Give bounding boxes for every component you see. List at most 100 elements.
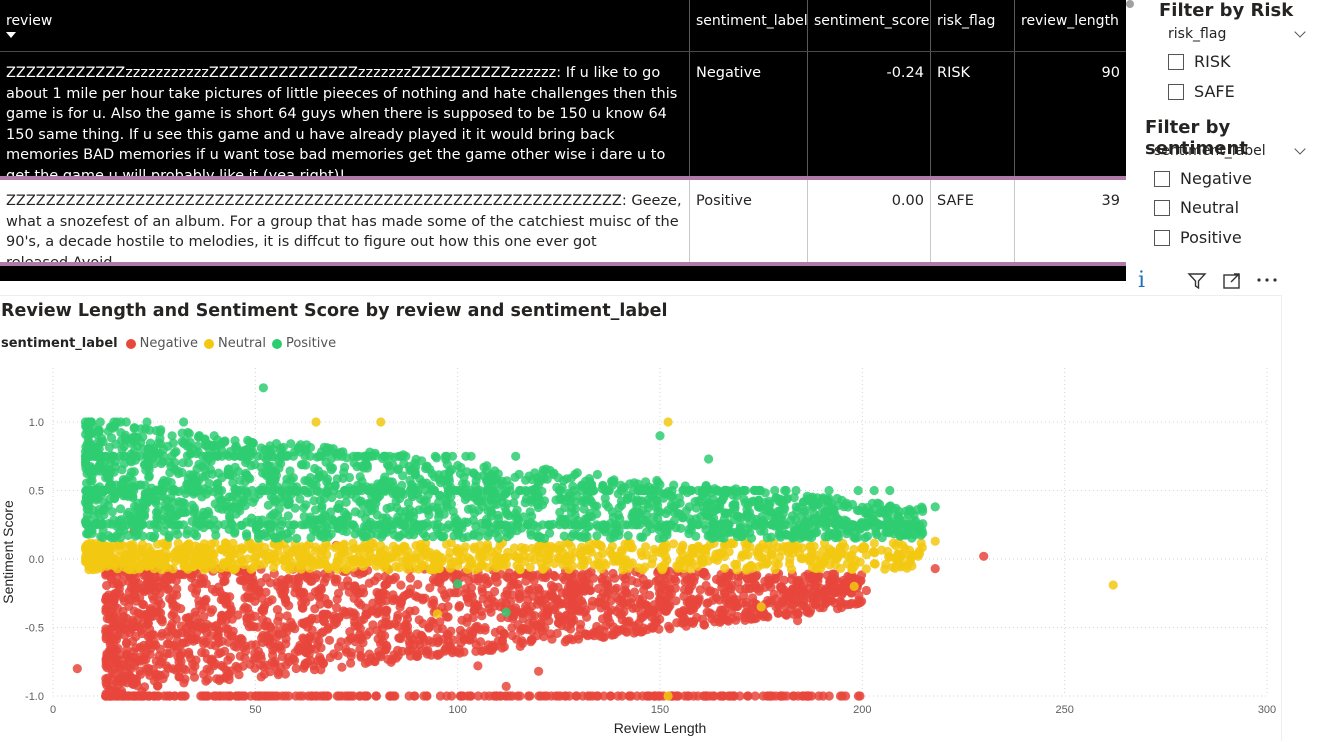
data-point-neutral[interactable]: [453, 548, 462, 557]
data-point-positive[interactable]: [810, 510, 819, 519]
data-point-negative[interactable]: [102, 605, 111, 614]
data-point-neutral[interactable]: [554, 545, 563, 554]
data-point-negative[interactable]: [461, 584, 470, 593]
data-point-negative[interactable]: [515, 584, 524, 593]
data-point-negative[interactable]: [563, 592, 572, 601]
data-point-positive[interactable]: [173, 530, 182, 539]
data-point-positive[interactable]: [439, 532, 448, 541]
data-point-positive[interactable]: [500, 503, 509, 512]
data-point-neutral[interactable]: [757, 602, 766, 611]
data-point-neutral[interactable]: [376, 417, 385, 426]
data-point-negative[interactable]: [583, 691, 592, 700]
data-point-negative[interactable]: [361, 659, 370, 668]
data-point-negative[interactable]: [131, 643, 140, 652]
data-point-positive[interactable]: [446, 492, 455, 501]
data-point-positive[interactable]: [493, 511, 502, 520]
data-point-negative[interactable]: [793, 616, 802, 625]
data-point-negative[interactable]: [633, 578, 642, 587]
data-point-negative[interactable]: [262, 573, 271, 582]
data-point-negative[interactable]: [207, 656, 216, 665]
data-point-negative[interactable]: [469, 606, 478, 615]
data-point-negative[interactable]: [766, 691, 775, 700]
data-point-neutral[interactable]: [785, 555, 794, 564]
data-point-negative[interactable]: [447, 691, 456, 700]
data-point-positive[interactable]: [270, 509, 279, 518]
data-point-negative[interactable]: [659, 604, 668, 613]
data-point-negative[interactable]: [149, 583, 158, 592]
data-point-negative[interactable]: [218, 591, 227, 600]
data-point-negative[interactable]: [188, 623, 197, 632]
data-point-neutral[interactable]: [278, 555, 287, 564]
data-point-negative[interactable]: [665, 583, 674, 592]
data-point-neutral[interactable]: [152, 550, 161, 559]
data-point-negative[interactable]: [359, 615, 368, 624]
data-point-negative[interactable]: [511, 603, 520, 612]
data-point-negative[interactable]: [601, 601, 610, 610]
data-point-neutral[interactable]: [482, 552, 491, 561]
data-point-positive[interactable]: [257, 463, 266, 472]
data-point-positive[interactable]: [170, 448, 179, 457]
data-point-negative[interactable]: [277, 575, 286, 584]
data-point-negative[interactable]: [165, 691, 174, 700]
data-point-negative[interactable]: [190, 673, 199, 682]
data-point-neutral[interactable]: [535, 541, 544, 550]
data-point-negative[interactable]: [713, 614, 722, 623]
data-point-negative[interactable]: [483, 579, 492, 588]
data-point-negative[interactable]: [314, 586, 323, 595]
data-point-negative[interactable]: [260, 670, 269, 679]
data-point-neutral[interactable]: [227, 550, 236, 559]
data-point-negative[interactable]: [615, 596, 624, 605]
data-point-neutral[interactable]: [334, 556, 343, 565]
data-point-negative[interactable]: [415, 615, 424, 624]
data-point-negative[interactable]: [623, 600, 632, 609]
data-point-negative[interactable]: [255, 586, 264, 595]
data-point-negative[interactable]: [172, 584, 181, 593]
data-point-neutral[interactable]: [870, 559, 879, 568]
data-point-negative[interactable]: [712, 575, 721, 584]
data-point-positive[interactable]: [389, 489, 398, 498]
data-point-neutral[interactable]: [712, 553, 721, 562]
data-point-negative[interactable]: [258, 615, 267, 624]
data-point-negative[interactable]: [118, 678, 127, 687]
data-point-neutral[interactable]: [318, 547, 327, 556]
data-point-negative[interactable]: [458, 691, 467, 700]
data-point-negative[interactable]: [159, 674, 168, 683]
data-point-positive[interactable]: [512, 526, 521, 535]
data-point-negative[interactable]: [534, 589, 543, 598]
data-point-neutral[interactable]: [285, 565, 294, 574]
data-point-negative[interactable]: [297, 589, 306, 598]
data-point-positive[interactable]: [370, 520, 379, 529]
data-point-negative[interactable]: [553, 595, 562, 604]
data-point-positive[interactable]: [471, 522, 480, 531]
data-point-negative[interactable]: [215, 676, 224, 685]
data-point-negative[interactable]: [610, 574, 619, 583]
data-point-negative[interactable]: [355, 570, 364, 579]
data-point-negative[interactable]: [225, 601, 234, 610]
data-point-positive[interactable]: [317, 515, 326, 524]
data-point-positive[interactable]: [431, 452, 440, 461]
data-point-negative[interactable]: [396, 581, 405, 590]
data-point-negative[interactable]: [122, 638, 131, 647]
data-point-negative[interactable]: [525, 691, 534, 700]
data-point-positive[interactable]: [268, 486, 277, 495]
data-point-positive[interactable]: [383, 460, 392, 469]
data-point-neutral[interactable]: [850, 582, 859, 591]
data-point-negative[interactable]: [582, 630, 591, 639]
data-point-negative[interactable]: [589, 574, 598, 583]
data-point-negative[interactable]: [401, 619, 410, 628]
data-point-negative[interactable]: [569, 581, 578, 590]
data-point-negative[interactable]: [155, 660, 164, 669]
data-point-negative[interactable]: [664, 622, 673, 631]
data-point-neutral[interactable]: [738, 550, 747, 559]
slicer-option-risk[interactable]: RISK: [1168, 52, 1230, 71]
data-point-negative[interactable]: [106, 691, 115, 700]
data-point-negative[interactable]: [733, 612, 742, 621]
data-point-negative[interactable]: [709, 691, 718, 700]
data-point-neutral[interactable]: [138, 540, 147, 549]
data-point-negative[interactable]: [334, 589, 343, 598]
data-point-negative[interactable]: [717, 691, 726, 700]
data-point-negative[interactable]: [671, 576, 680, 585]
data-point-positive[interactable]: [145, 426, 154, 435]
data-point-negative[interactable]: [440, 590, 449, 599]
data-point-negative[interactable]: [657, 596, 666, 605]
